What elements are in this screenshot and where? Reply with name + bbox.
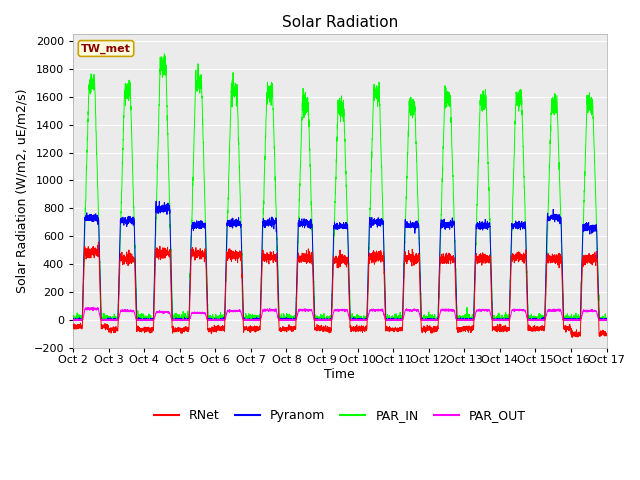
Y-axis label: Solar Radiation (W/m2, uE/m2/s): Solar Radiation (W/m2, uE/m2/s) bbox=[15, 89, 28, 293]
Legend: RNet, Pyranom, PAR_IN, PAR_OUT: RNet, Pyranom, PAR_IN, PAR_OUT bbox=[149, 404, 531, 427]
X-axis label: Time: Time bbox=[324, 368, 355, 381]
Text: TW_met: TW_met bbox=[81, 43, 131, 54]
Title: Solar Radiation: Solar Radiation bbox=[282, 15, 398, 30]
